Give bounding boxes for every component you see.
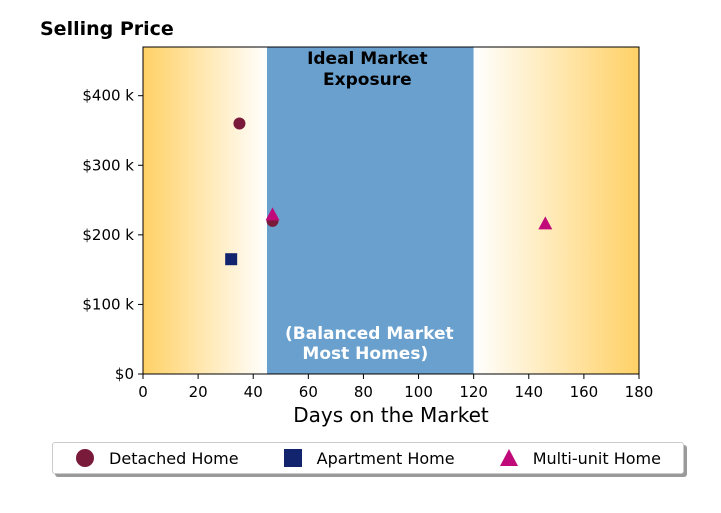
plot-frame — [142, 46, 640, 375]
y-tick-label: $100 k — [82, 295, 134, 313]
x-tick-label: 160 — [570, 383, 599, 401]
x-tick-label: 60 — [299, 383, 318, 401]
chart-title: Selling Price — [40, 18, 174, 40]
ideal-zone-label-line2: Exposure — [323, 70, 412, 90]
chart-legend: Detached Home Apartment Home Multi-unit … — [52, 442, 684, 474]
ideal-exposure-zone — [267, 47, 474, 374]
y-tick-label: $200 k — [82, 226, 134, 244]
square-marker-icon — [283, 449, 302, 467]
legend-label-detached: Detached Home — [109, 448, 239, 468]
low-exposure-zone — [143, 47, 267, 374]
x-tick-label: 20 — [189, 383, 208, 401]
y-tick-label: $400 k — [82, 87, 134, 105]
triangle-marker-icon — [499, 449, 518, 466]
legend-label-apartment: Apartment Home — [316, 448, 455, 468]
legend-item-multiunit: Multi-unit Home — [499, 448, 661, 468]
y-tick-label: $300 k — [82, 156, 134, 174]
point-detached — [233, 117, 246, 130]
point-multiunit — [265, 207, 280, 221]
point-apartment — [225, 253, 238, 266]
x-tick-label: 0 — [138, 383, 148, 401]
axes-layer: 0 20 40 60 80 100 120 140 160 180 $0 $100 k $200 k $3… — [82, 87, 653, 401]
point-multiunit — [538, 216, 553, 230]
x-tick-label: 40 — [244, 383, 263, 401]
balanced-zone-label-line1: (Balanced Market — [285, 324, 454, 344]
high-exposure-zone — [473, 47, 639, 374]
y-tick-label: $0 — [115, 365, 134, 383]
zones-layer — [143, 47, 639, 374]
ideal-zone-label-line1: Ideal Market — [307, 49, 428, 69]
legend-label-multiunit: Multi-unit Home — [532, 448, 661, 468]
x-tick-label: 120 — [459, 383, 488, 401]
x-tick-label: 100 — [404, 383, 433, 401]
circle-marker-icon — [76, 449, 95, 467]
x-tick-label: 180 — [625, 383, 654, 401]
legend-item-apartment: Apartment Home — [283, 448, 455, 468]
balanced-zone-label-line2: Most Homes) — [302, 344, 428, 364]
x-axis-label: Days on the Market — [293, 403, 489, 427]
x-tick-label: 140 — [514, 383, 543, 401]
points-layer — [225, 117, 553, 266]
legend-item-detached: Detached Home — [75, 448, 239, 468]
x-tick-label: 80 — [354, 383, 373, 401]
scatter-chart: Selling Price Ideal Market Exposure (Bal… — [40, 18, 653, 427]
